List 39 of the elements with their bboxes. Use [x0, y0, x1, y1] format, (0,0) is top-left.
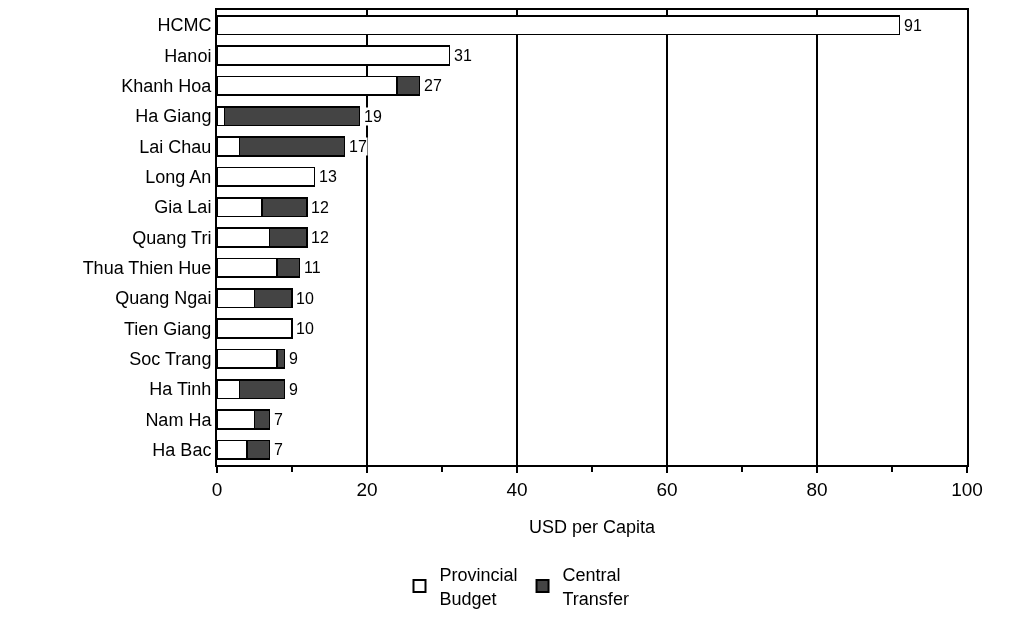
- y-tick-label: Quang Ngai: [115, 288, 212, 309]
- y-tick-label: Gia Lai: [154, 197, 212, 218]
- y-tick-label: Nam Ha: [145, 409, 213, 430]
- y-tick-label: Soc Trang: [129, 349, 212, 370]
- y-tick-label: Tien Giang: [124, 318, 212, 339]
- x-tick-label: 0: [211, 478, 223, 500]
- y-tick-label: Ha Bac: [152, 440, 212, 461]
- total-label: 10: [296, 290, 314, 307]
- total-label: 12: [311, 199, 329, 216]
- y-tick-label: Thua Thien Hue: [82, 258, 212, 279]
- total-label: 11: [304, 259, 321, 276]
- y-tick-label: Ha Giang: [135, 106, 212, 127]
- total-label: 9: [289, 350, 298, 367]
- total-label: 7: [274, 411, 283, 428]
- legend-label: Central Transfer: [562, 565, 629, 609]
- legend-label: Provincial Budget: [439, 565, 518, 609]
- x-tick-label: 60: [656, 478, 678, 500]
- y-tick-label: HCMC: [157, 15, 212, 36]
- x-tick-label: 100: [951, 478, 983, 500]
- total-label: 27: [424, 77, 442, 94]
- y-tick-label: Hanoi: [164, 45, 212, 66]
- y-tick-label: Long An: [145, 167, 212, 188]
- total-label: 13: [319, 168, 337, 185]
- x-tick-label: 40: [506, 478, 528, 500]
- total-label: 91: [904, 17, 922, 34]
- y-tick-label: Quang Tri: [132, 227, 212, 248]
- x-tick-label: 20: [356, 478, 378, 500]
- total-label: 17: [349, 138, 367, 155]
- total-label: 19: [364, 108, 382, 125]
- total-label: 9: [289, 381, 298, 398]
- x-axis-title: USD per Capita: [528, 517, 657, 538]
- y-tick-label: Khanh Hoa: [121, 76, 213, 97]
- total-label: 10: [296, 320, 314, 337]
- total-label: 7: [274, 441, 283, 458]
- y-tick-label: Lai Chau: [139, 136, 212, 157]
- y-tick-label: Ha Tinh: [149, 379, 212, 400]
- total-label: 12: [311, 229, 329, 246]
- total-label: 31: [454, 47, 472, 64]
- x-tick-label: 80: [806, 478, 828, 500]
